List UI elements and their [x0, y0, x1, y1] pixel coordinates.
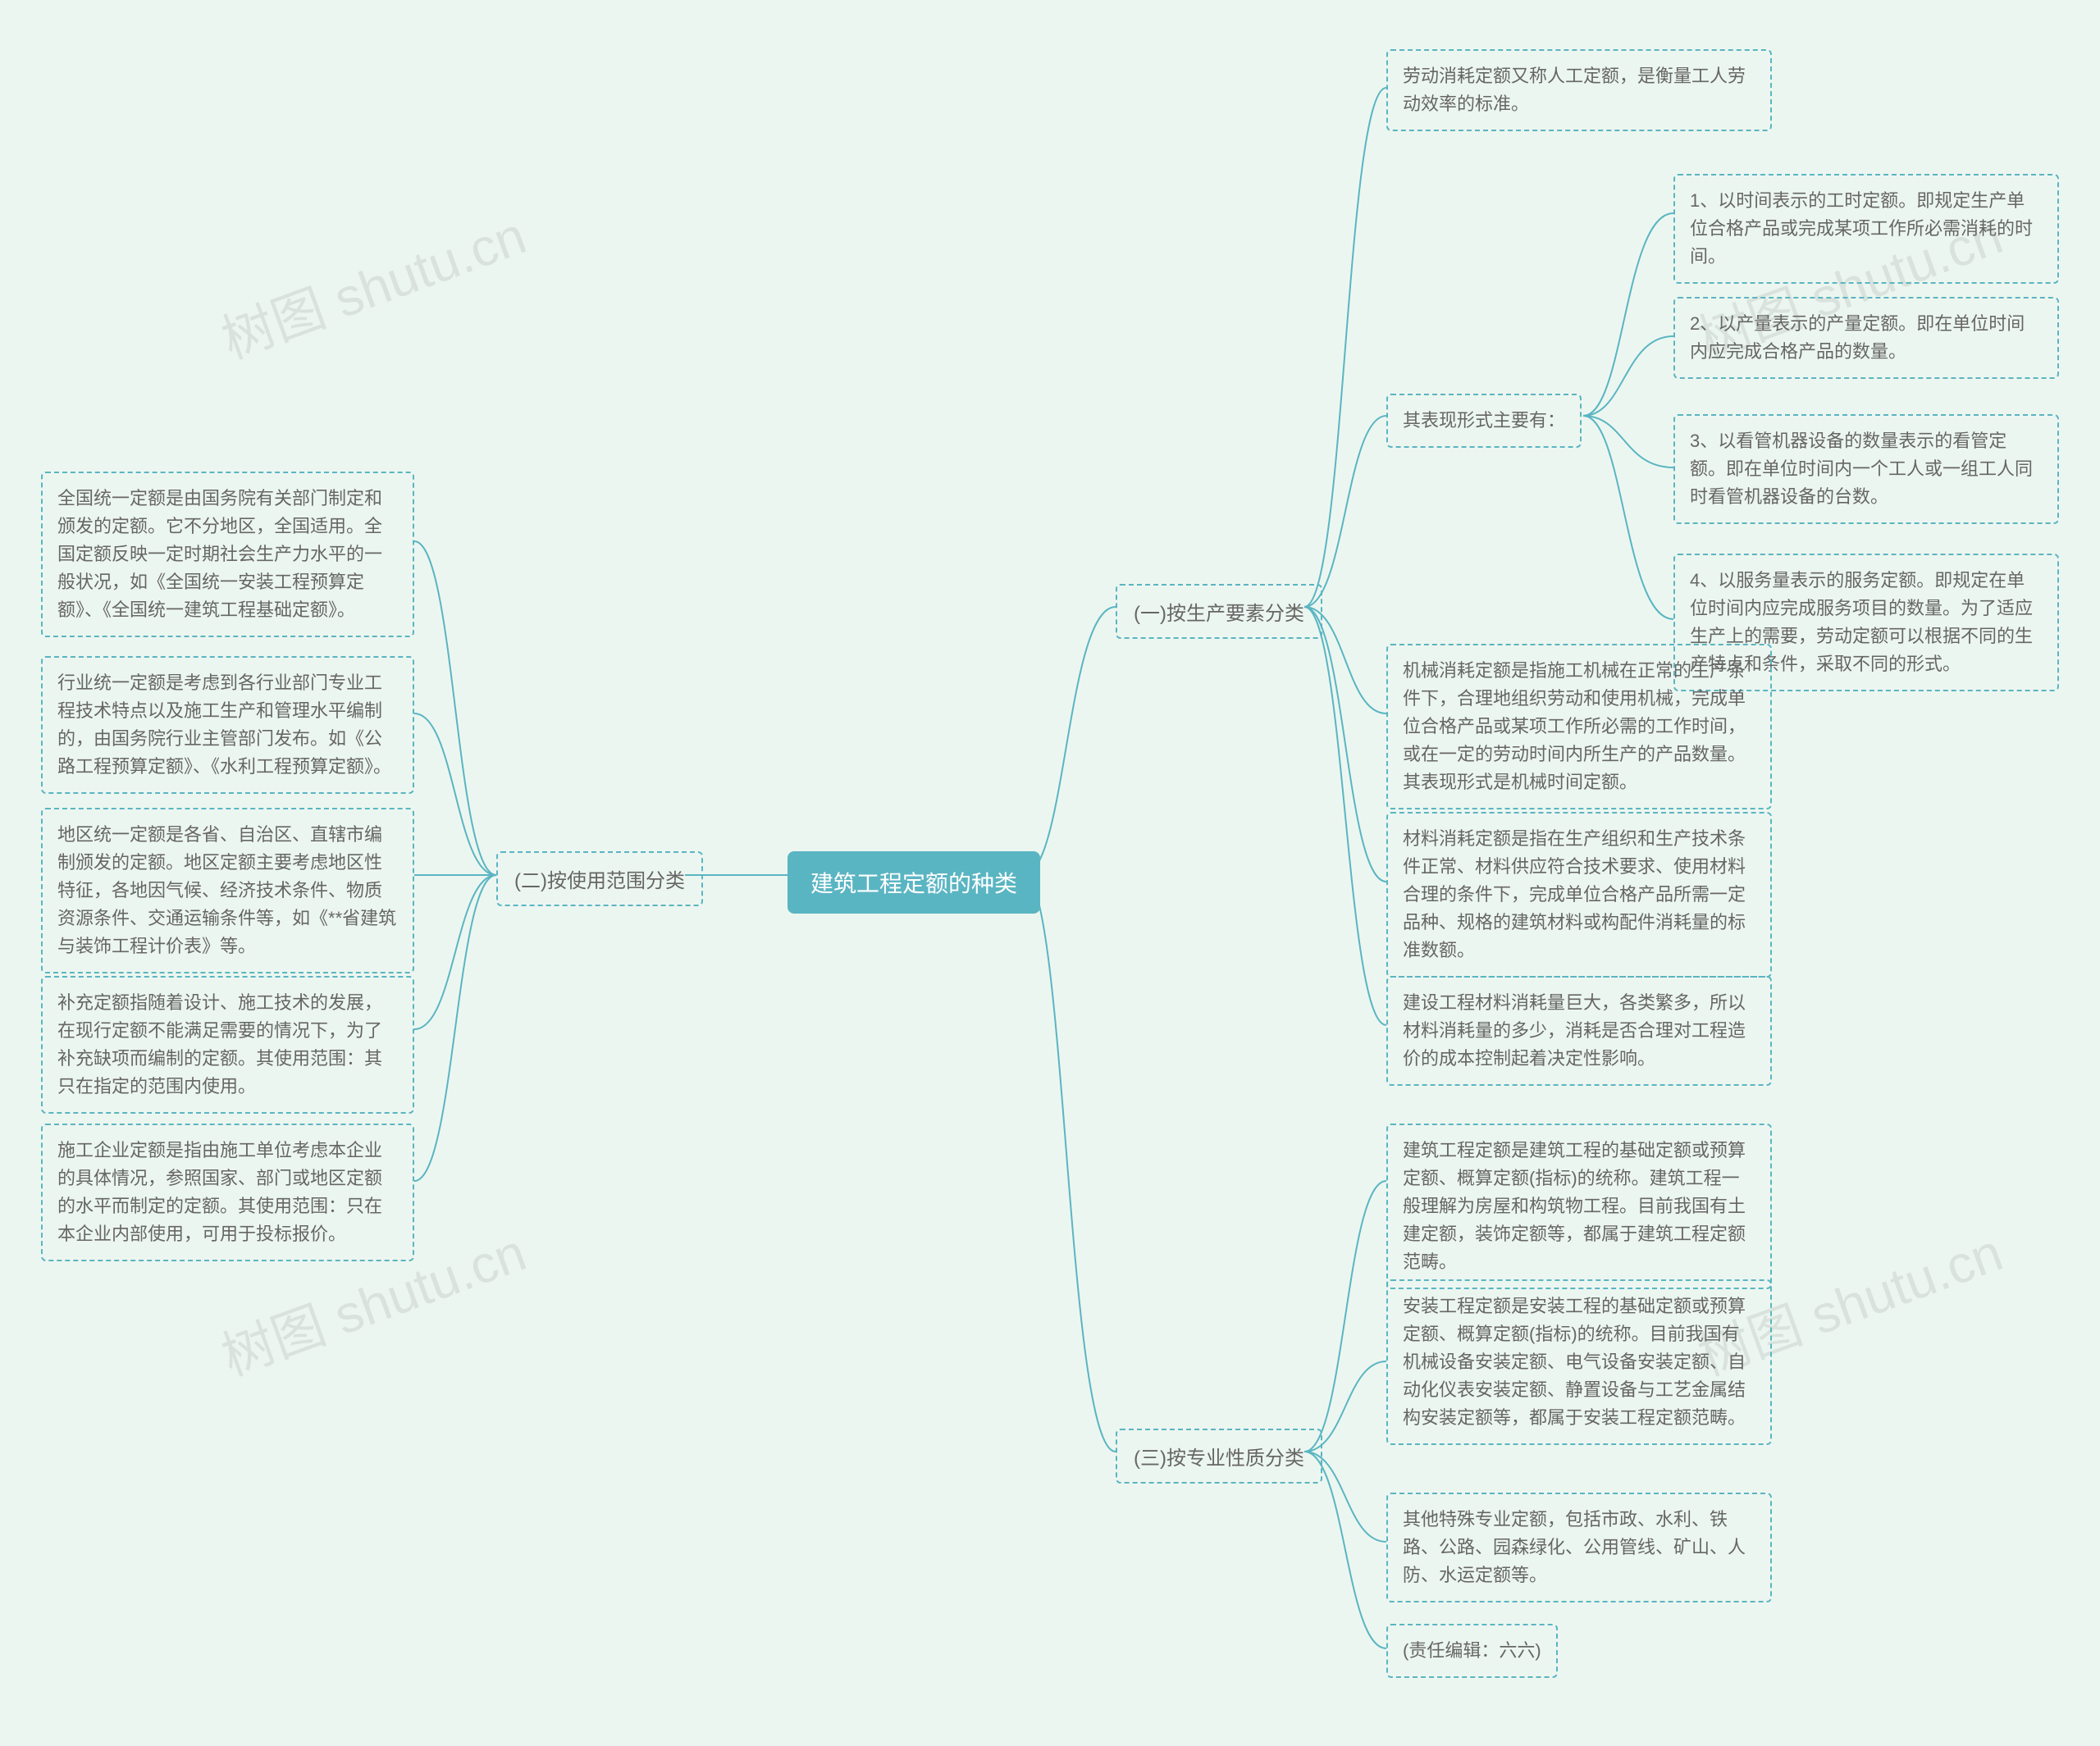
- node-b1-f3: 3、以看管机器设备的数量表示的看管定额。即在单位时间内一个工人或一组工人同时看管…: [1673, 414, 2059, 524]
- node-b2-n3: 地区统一定额是各省、自治区、直辖市编制颁发的定额。地区定额主要考虑地区性特征，各…: [41, 808, 414, 973]
- branch-node-1: (一)按生产要素分类: [1116, 584, 1322, 639]
- branch-node-2: (二)按使用范围分类: [496, 851, 703, 906]
- node-b3-n3: 其他特殊专业定额，包括市政、水利、铁路、公路、园森绿化、公用管线、矿山、人防、水…: [1386, 1493, 1772, 1602]
- node-b3-n1: 建筑工程定额是建筑工程的基础定额或预算定额、概算定额(指标)的统称。建筑工程一般…: [1386, 1124, 1772, 1289]
- node-b2-n4: 补充定额指随着设计、施工技术的发展，在现行定额不能满足需要的情况下，为了补充缺项…: [41, 976, 414, 1114]
- node-b1-f1: 1、以时间表示的工时定额。即规定生产单位合格产品或完成某项工作所必需消耗的时间。: [1673, 174, 2059, 284]
- node-b3-n4: (责任编辑：六六): [1386, 1624, 1558, 1678]
- node-b2-n2: 行业统一定额是考虑到各行业部门专业工程技术特点以及施工生产和管理水平编制的，由国…: [41, 656, 414, 794]
- node-b2-n1: 全国统一定额是由国务院有关部门制定和颁发的定额。它不分地区，全国适用。全国定额反…: [41, 472, 414, 637]
- node-b1-n2: 机械消耗定额是指施工机械在正常的生产条件下，合理地组织劳动和使用机械，完成单位合…: [1386, 644, 1772, 809]
- node-b1-n4: 建设工程材料消耗量巨大，各类繁多，所以材料消耗量的多少，消耗是否合理对工程造价的…: [1386, 976, 1772, 1086]
- node-b1-forms: 其表现形式主要有：: [1386, 394, 1582, 448]
- node-b1-n1: 劳动消耗定额又称人工定额，是衡量工人劳动效率的标准。: [1386, 49, 1772, 131]
- node-b1-f2: 2、以产量表示的产量定额。即在单位时间内应完成合格产品的数量。: [1673, 297, 2059, 379]
- node-b3-n2: 安装工程定额是安装工程的基础定额或预算定额、概算定额(指标)的统称。目前我国有机…: [1386, 1279, 1772, 1445]
- node-b2-n5: 施工企业定额是指由施工单位考虑本企业的具体情况，参照国家、部门或地区定额的水平而…: [41, 1124, 414, 1261]
- root-node: 建筑工程定额的种类: [788, 851, 1040, 914]
- node-b1-n3: 材料消耗定额是指在生产组织和生产技术条件正常、材料供应符合技术要求、使用材料合理…: [1386, 812, 1772, 978]
- branch-node-3: (三)按专业性质分类: [1116, 1429, 1322, 1484]
- watermark: 树图 shutu.cn: [210, 194, 535, 373]
